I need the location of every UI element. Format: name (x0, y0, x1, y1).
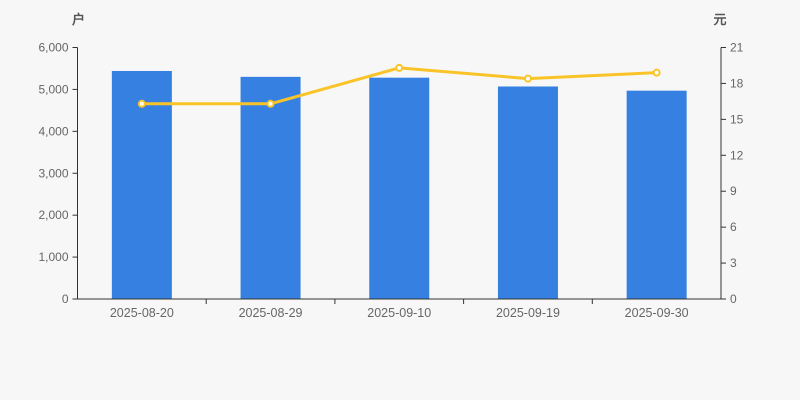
left-axis-tick-label: 4,000 (38, 124, 68, 138)
left-axis-title: 户 (72, 12, 85, 27)
x-axis-category-label: 2025-08-20 (110, 306, 174, 320)
left-axis-tick-label: 3,000 (38, 166, 68, 180)
bar[interactable] (369, 77, 430, 300)
right-axis-tick-label: 9 (730, 184, 737, 198)
right-axis-tick-label: 15 (730, 112, 744, 126)
right-axis-tick-label: 0 (730, 292, 737, 306)
bar[interactable] (240, 76, 301, 299)
right-axis-title: 元 (713, 12, 726, 27)
line-marker[interactable] (266, 99, 275, 108)
x-axis-category-label: 2025-09-30 (625, 306, 689, 320)
left-axis-tick-label: 5,000 (38, 82, 68, 96)
bar[interactable] (497, 86, 558, 299)
right-axis-tick-label: 3 (730, 256, 737, 270)
bar[interactable] (626, 90, 687, 299)
line-marker[interactable] (523, 74, 532, 83)
right-axis-tick-label: 18 (730, 76, 744, 90)
bar[interactable] (111, 70, 172, 300)
left-axis-tick-label: 2,000 (38, 208, 68, 222)
line-marker[interactable] (137, 99, 146, 108)
line-marker[interactable] (652, 68, 661, 77)
left-axis-tick-label: 6,000 (38, 41, 68, 55)
x-axis-category-label: 2025-08-29 (239, 306, 303, 320)
left-axis-tick-label: 1,000 (38, 250, 68, 264)
left-axis-tick-label: 0 (62, 292, 69, 306)
right-axis-tick-label: 12 (730, 148, 744, 162)
right-axis-tick-label: 6 (730, 220, 737, 234)
right-axis-tick-label: 21 (730, 41, 744, 55)
x-axis-category-label: 2025-09-10 (367, 306, 431, 320)
x-axis-category-label: 2025-09-19 (496, 306, 560, 320)
line-marker[interactable] (395, 63, 404, 72)
